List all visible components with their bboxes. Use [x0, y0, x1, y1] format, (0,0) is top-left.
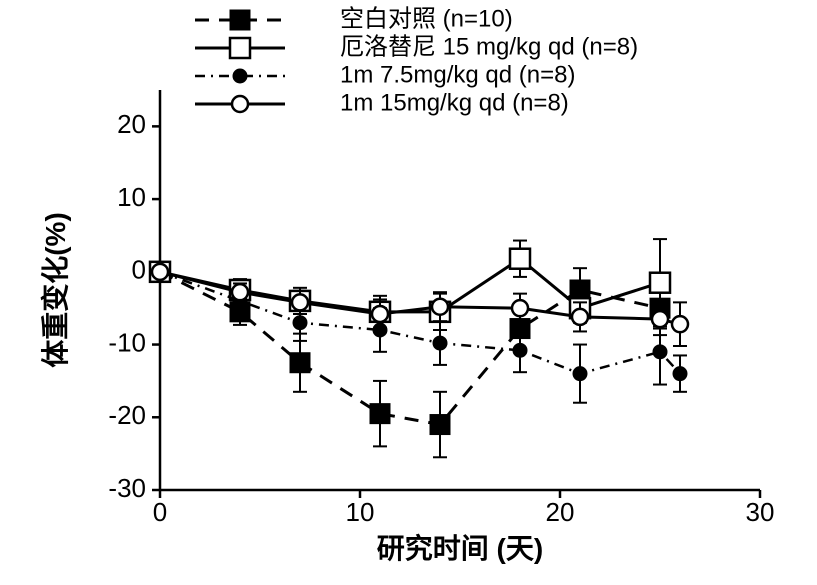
svg-text:20: 20 — [117, 109, 146, 139]
svg-text:30: 30 — [746, 497, 775, 527]
chart-container: -30 -20 -10 0 10 20 0 10 20 30 研究时间 (天) 体重变化(%) 空白对照… — [0, 0, 817, 585]
svg-text:-30: -30 — [108, 473, 146, 503]
legend-label: 1m 15mg/kg qd (n=8) — [340, 89, 569, 116]
svg-text:0: 0 — [153, 497, 167, 527]
legend-label: 1m 7.5mg/kg qd (n=8) — [340, 61, 575, 88]
line-chart-svg: -30 -20 -10 0 10 20 0 10 20 30 研究时间 (天) 体重变化(%) 空白对照… — [0, 0, 817, 585]
x-axis-label: 研究时间 (天) — [377, 532, 543, 564]
legend-label: 空白对照 (n=10) — [340, 5, 513, 32]
svg-text:0: 0 — [132, 255, 146, 285]
svg-text:20: 20 — [546, 497, 575, 527]
svg-text:10: 10 — [346, 497, 375, 527]
legend-label: 厄洛替尼 15 mg/kg qd (n=8) — [340, 33, 638, 60]
svg-text:10: 10 — [117, 182, 146, 212]
y-axis-label: 体重变化(%) — [39, 212, 71, 368]
svg-text:-10: -10 — [108, 327, 146, 357]
svg-text:-20: -20 — [108, 400, 146, 430]
